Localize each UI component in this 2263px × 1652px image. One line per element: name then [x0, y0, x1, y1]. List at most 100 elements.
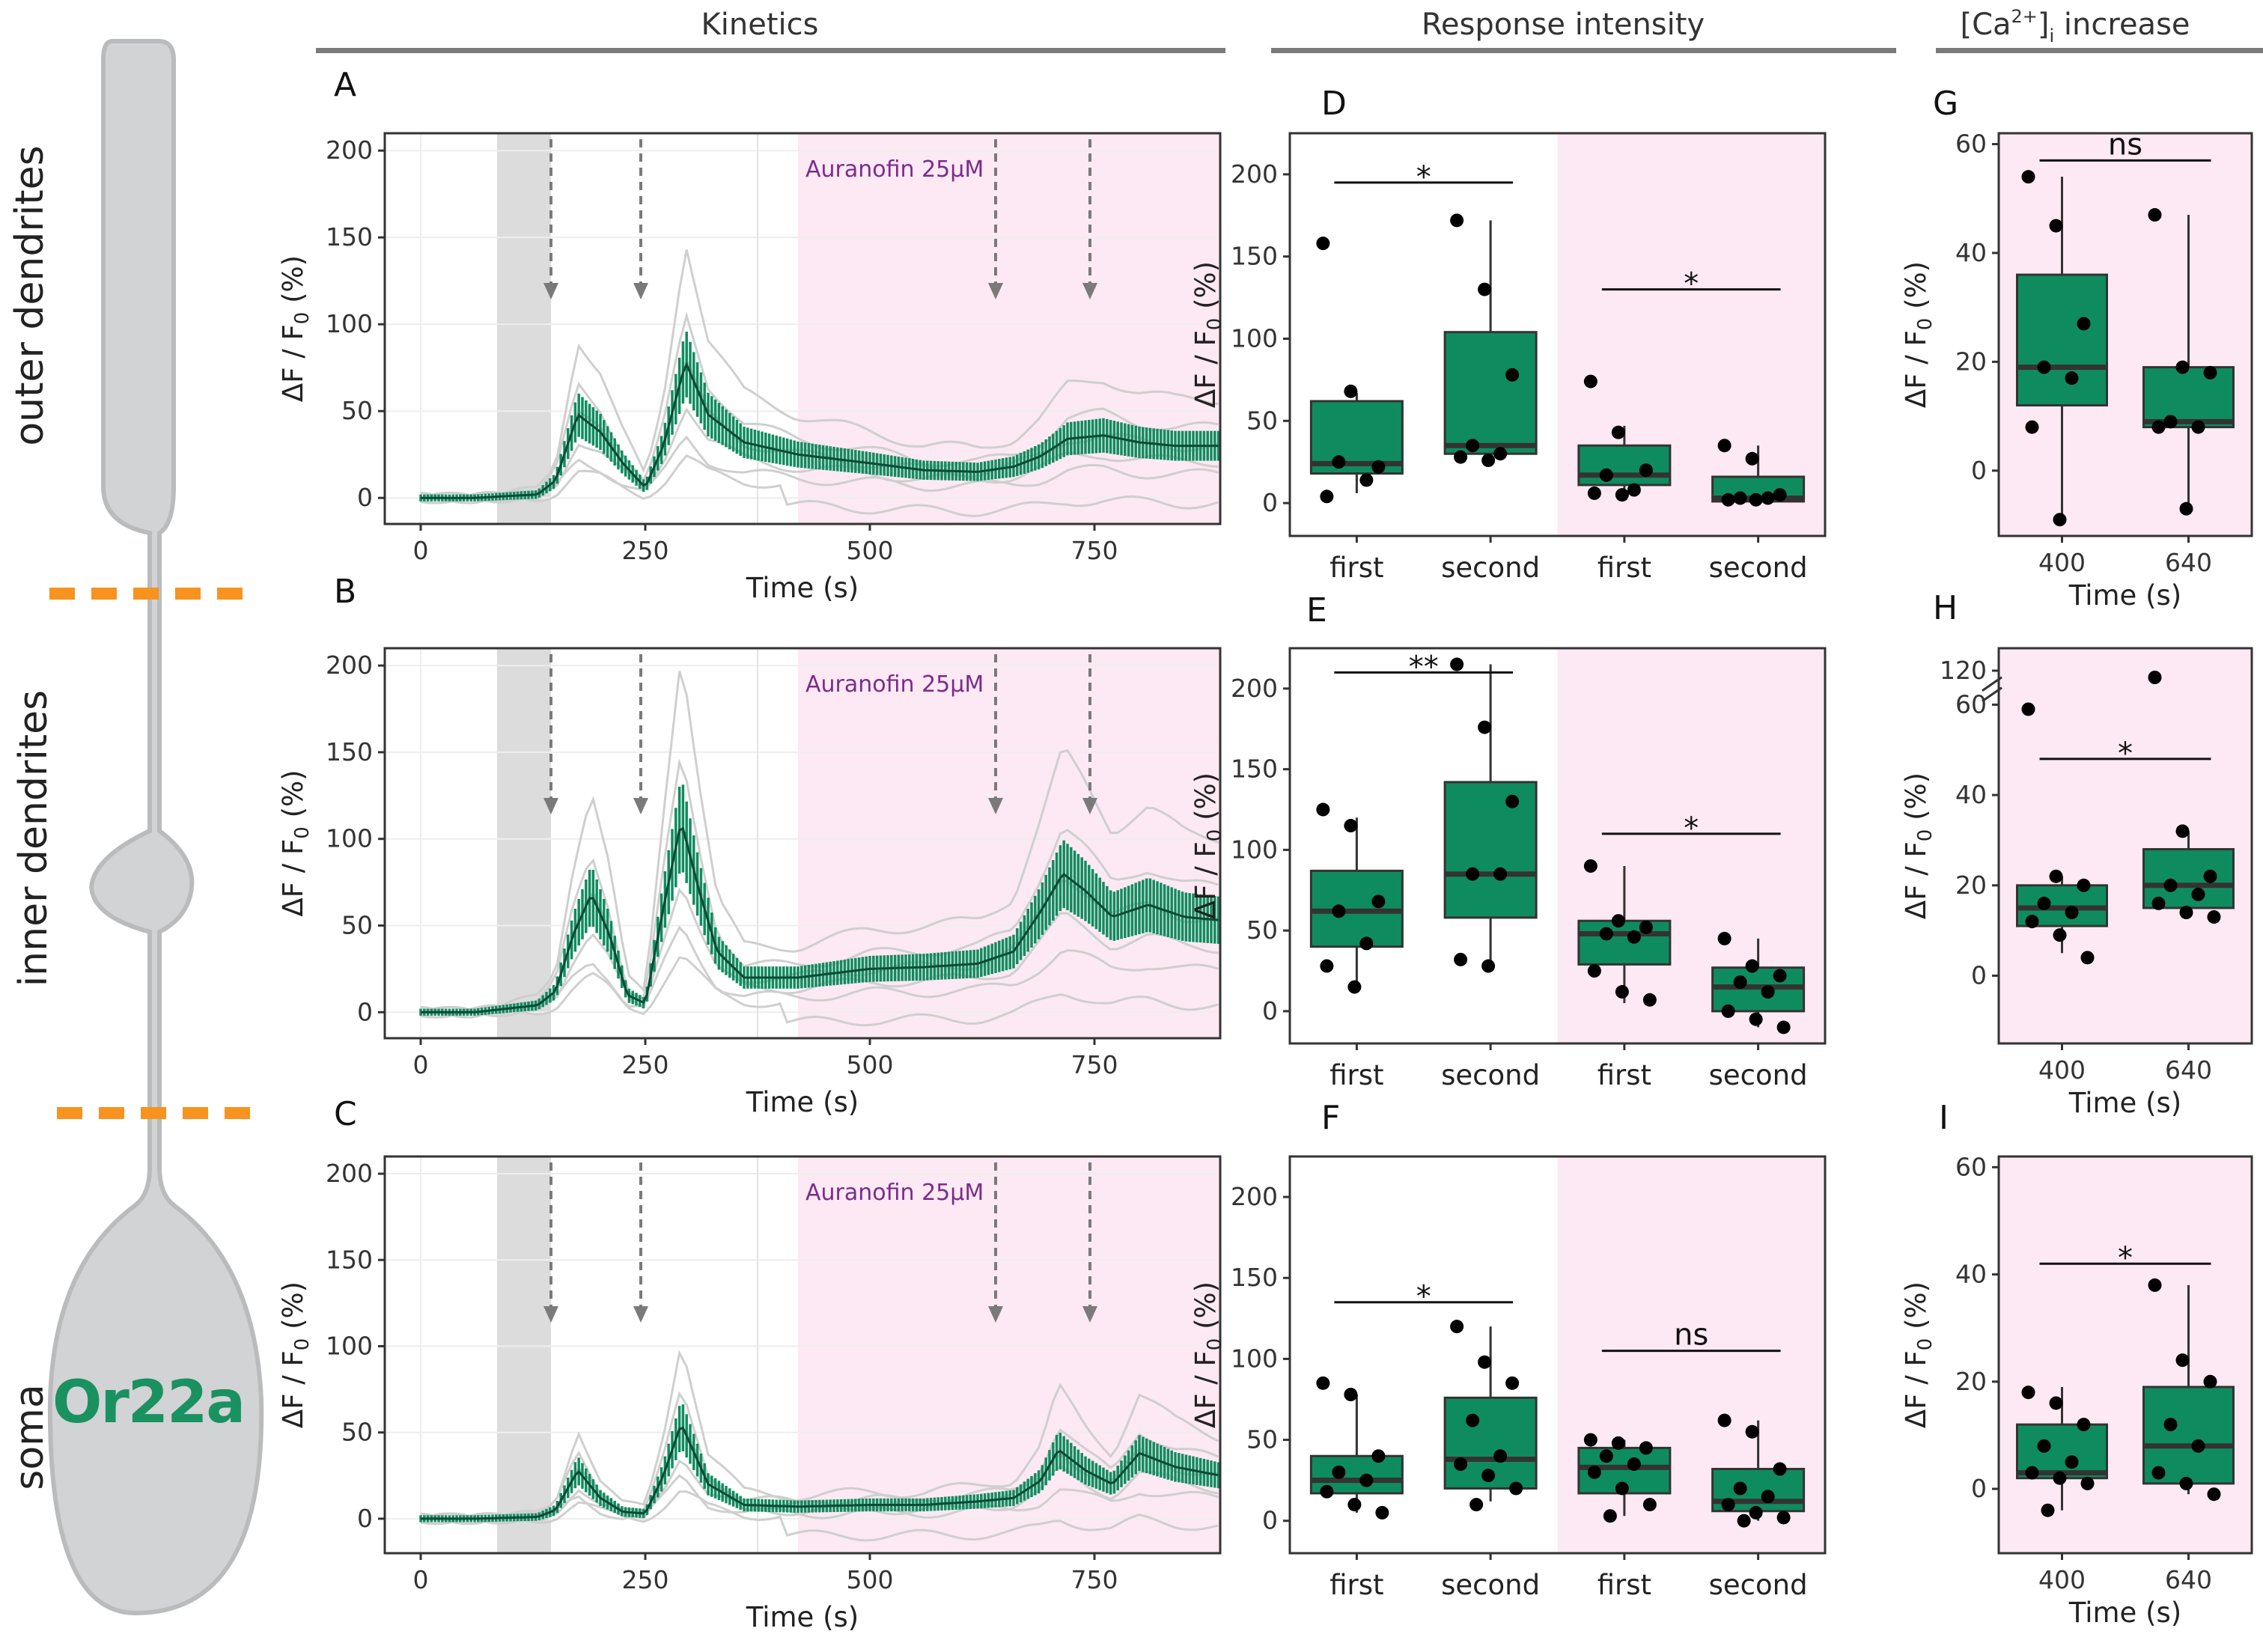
stimulus-arrowhead	[633, 798, 648, 814]
y-axis-label: ΔF / F0 (%)	[277, 255, 314, 402]
region-label-inner: inner dendrites	[11, 690, 56, 987]
data-point	[2037, 896, 2051, 910]
kinetics-chart-inner: Auranofin 25µM 0 50 100 150 200 0 250 500 750 Time…	[277, 647, 1222, 1118]
data-point	[1599, 927, 1613, 941]
individual-trace	[420, 671, 1219, 1019]
data-point	[1639, 1441, 1653, 1455]
y-tick-label: 150	[326, 1245, 373, 1274]
data-point	[1359, 473, 1374, 487]
data-point	[1776, 1511, 1791, 1525]
y-tick-label: 50	[341, 910, 373, 939]
x-tick-label: first	[1330, 552, 1383, 584]
y-tick-label: 0	[1262, 996, 1278, 1025]
y-tick-label: 200	[1231, 1182, 1278, 1211]
x-tick-label: 640	[2165, 548, 2212, 577]
data-point	[1454, 952, 1468, 966]
data-point	[2021, 702, 2035, 716]
individual-trace	[420, 454, 1219, 518]
data-point	[1344, 1388, 1358, 1401]
data-point	[1371, 1449, 1386, 1463]
data-point	[2037, 1439, 2051, 1453]
data-point	[2053, 513, 2067, 527]
y-axis-label: ΔF / F0 (%)	[1190, 1281, 1226, 1428]
box	[1443, 331, 1538, 455]
y-axis-label: ΔF / F0 (%)	[1900, 1281, 1937, 1428]
data-point	[2179, 906, 2193, 920]
x-tick-label: first	[1597, 552, 1651, 584]
y-tick-label: 150	[1231, 242, 1278, 271]
panel-label-D: D	[1321, 85, 1347, 123]
y-axis-label: ΔF / F0 (%)	[277, 1281, 314, 1428]
y-tick-label: 60	[1955, 689, 1987, 719]
y-tick-label: 50	[1246, 406, 1278, 435]
plot-frame	[1288, 1155, 1827, 1555]
y-axis-label: ΔF / F0 (%)	[277, 769, 314, 916]
data-point	[2191, 420, 2205, 434]
treatment-label: Auranofin 25µM	[805, 671, 984, 698]
y-tick-label: 150	[1231, 1263, 1278, 1292]
plot-frame	[1288, 132, 1827, 537]
data-point	[1611, 1436, 1625, 1450]
data-point	[2175, 1353, 2190, 1368]
significance-label: *	[1684, 267, 1699, 302]
data-point	[1639, 920, 1653, 934]
stimulus-arrowhead	[988, 1306, 1003, 1323]
data-point	[1642, 993, 1657, 1007]
data-point	[1359, 1473, 1374, 1487]
data-point	[1481, 453, 1496, 467]
data-point	[1493, 1449, 1508, 1463]
kinetics-chart-soma: Auranofin 25µM 0 50 100 150 200 0 250 500 750 Time…	[277, 1155, 1222, 1633]
data-point	[1615, 488, 1629, 502]
data-point	[1749, 493, 1763, 507]
data-point	[2025, 1466, 2039, 1480]
stimulus-arrowhead	[543, 1306, 558, 1323]
individual-trace	[420, 249, 1219, 505]
data-point	[1761, 1490, 1775, 1504]
x-tick-label: 250	[622, 1565, 669, 1594]
y-tick-label: 200	[1231, 674, 1278, 703]
x-axis-label: Time (s)	[746, 572, 859, 604]
significance-label: *	[2118, 1241, 2133, 1275]
data-point	[1493, 447, 1508, 461]
data-point	[2148, 208, 2162, 222]
data-point	[1721, 1498, 1735, 1512]
y-tick-label: 40	[1955, 1260, 1987, 1289]
data-point	[1450, 657, 1464, 671]
x-tick-label: second	[1709, 1059, 1808, 1091]
y-tick-label: 200	[326, 1159, 373, 1188]
x-tick-label: 640	[2165, 1565, 2212, 1594]
x-tick-label: 750	[1071, 536, 1118, 565]
data-point	[1721, 1004, 1735, 1018]
y-tick-label: 0	[1971, 1474, 1987, 1503]
data-point	[2065, 1455, 2079, 1469]
data-point	[2175, 824, 2190, 838]
data-point	[1611, 425, 1625, 439]
stimulus-arrowhead	[988, 283, 1003, 299]
y-tick-label: 100	[1231, 1344, 1278, 1373]
y-tick-label: 200	[1231, 159, 1278, 189]
y-tick-label: 0	[357, 997, 373, 1026]
y-tick-label: 0	[1262, 1506, 1278, 1535]
box	[1577, 919, 1672, 966]
data-point	[2207, 1487, 2221, 1502]
data-point	[2191, 1439, 2205, 1453]
data-point	[1773, 1462, 1787, 1476]
panel-label-C: C	[334, 1095, 357, 1133]
stimulus-arrowhead	[1082, 283, 1097, 299]
data-point	[2049, 869, 2063, 883]
data-point	[2053, 1471, 2067, 1485]
data-point	[1583, 374, 1597, 388]
region-label-outer: outer dendrites	[7, 145, 52, 445]
data-point	[2191, 887, 2205, 901]
treatment-label: Auranofin 25µM	[805, 1180, 984, 1206]
data-point	[1627, 483, 1641, 497]
prestim-window	[497, 1156, 551, 1553]
data-point	[1639, 463, 1653, 478]
data-point	[1733, 491, 1747, 505]
data-point	[2179, 502, 2193, 516]
x-tick-label: 400	[2038, 1565, 2086, 1594]
y-axis-label: ΔF / F0 (%)	[1190, 772, 1226, 919]
